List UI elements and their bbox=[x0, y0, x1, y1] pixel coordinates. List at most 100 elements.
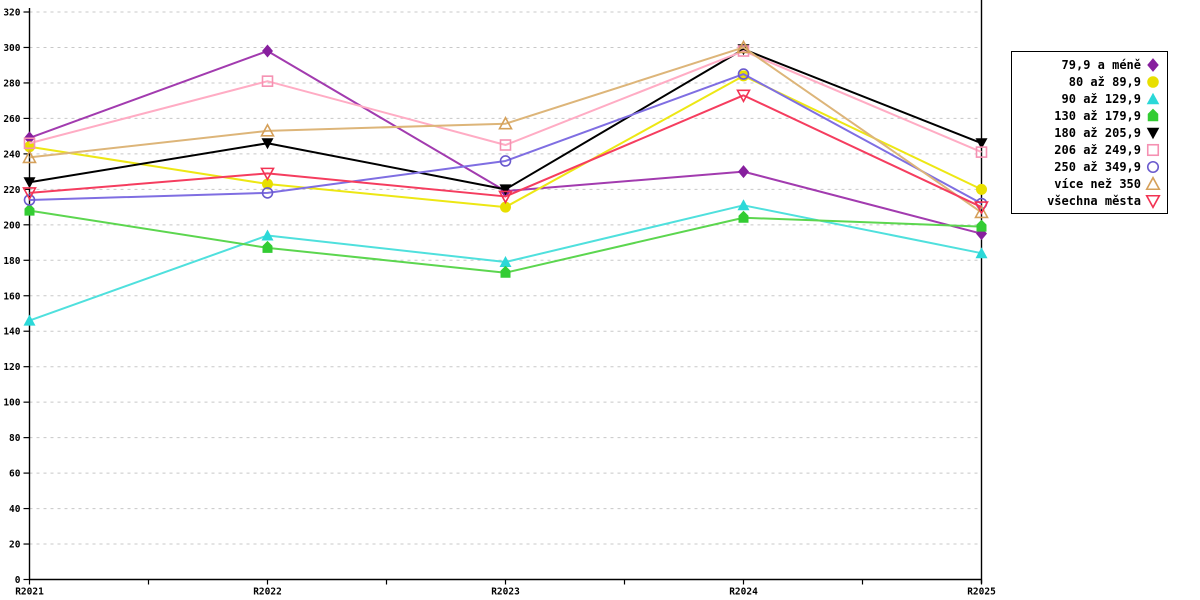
series-6 bbox=[23, 68, 988, 210]
legend-item: 180 až 205,9 bbox=[1016, 124, 1161, 141]
y-tick-label: 280 bbox=[3, 78, 20, 89]
house-marker bbox=[24, 203, 35, 216]
triangle-up-marker bbox=[737, 199, 750, 211]
legend-marker-triangle-up-open bbox=[1145, 175, 1161, 190]
y-tick-label: 60 bbox=[9, 469, 21, 480]
triangle-up-open-marker bbox=[260, 123, 275, 137]
series-2 bbox=[23, 199, 988, 326]
circle-marker bbox=[500, 201, 511, 213]
y-tick-label: 240 bbox=[3, 149, 20, 160]
y-tick-label: 80 bbox=[9, 433, 21, 444]
triangle-up-marker bbox=[975, 247, 988, 259]
legend-item: 79,9 a méně bbox=[1016, 56, 1161, 73]
legend-marker-triangle-down bbox=[1146, 127, 1160, 139]
legend-item: 80 až 89,9 bbox=[1016, 73, 1161, 90]
circle-marker bbox=[262, 178, 273, 190]
y-tick-label: 300 bbox=[3, 43, 20, 54]
circle-open-marker bbox=[23, 194, 36, 206]
legend-label: 80 až 89,9 bbox=[1068, 74, 1141, 89]
triangle-up-marker bbox=[23, 314, 36, 326]
x-tick-label: R2025 bbox=[967, 587, 996, 598]
legend-item: 206 až 249,9 bbox=[1016, 141, 1161, 158]
y-tick-label: 120 bbox=[3, 362, 20, 373]
series-4 bbox=[23, 44, 988, 196]
y-tick-label: 320 bbox=[3, 8, 20, 19]
y-tick-label: 100 bbox=[3, 398, 20, 409]
triangle-up-marker bbox=[499, 256, 512, 268]
series-8 bbox=[22, 89, 989, 215]
legend-item: 250 až 349,9 bbox=[1016, 158, 1161, 175]
y-tick-label: 0 bbox=[15, 575, 21, 586]
legend-label: 250 až 349,9 bbox=[1054, 159, 1141, 174]
circle-marker bbox=[24, 141, 35, 153]
triangle-down-open-marker bbox=[22, 187, 37, 201]
circle-open-marker bbox=[261, 187, 274, 199]
legend-marker-circle bbox=[1147, 75, 1159, 88]
triangle-down-marker bbox=[499, 184, 512, 196]
triangle-down-open-marker bbox=[736, 89, 751, 104]
legend-marker-house bbox=[1147, 108, 1159, 121]
series-5 bbox=[23, 45, 988, 158]
legend-label: 130 až 179,9 bbox=[1054, 108, 1141, 123]
series-1 bbox=[24, 70, 987, 213]
legend-item: 90 až 129,9 bbox=[1016, 90, 1161, 107]
series-line-7 bbox=[29, 46, 983, 214]
legend-item: všechna města bbox=[1016, 192, 1161, 209]
triangle-up-open-marker bbox=[1145, 175, 1161, 190]
square-open-marker bbox=[261, 75, 274, 87]
legend-label: 90 až 129,9 bbox=[1061, 91, 1141, 106]
x-tick-label: R2021 bbox=[15, 587, 44, 598]
circle-marker bbox=[1147, 75, 1159, 88]
square-open-marker bbox=[23, 137, 36, 150]
triangle-down-open-marker bbox=[974, 201, 989, 215]
triangle-down-marker bbox=[261, 138, 274, 150]
house-marker bbox=[500, 265, 511, 278]
y-tick-label: 40 bbox=[9, 504, 21, 515]
triangle-down-marker bbox=[23, 177, 36, 189]
triangle-up-marker bbox=[1146, 92, 1160, 104]
house-marker bbox=[976, 219, 987, 232]
house-marker bbox=[262, 240, 273, 253]
triangle-down-open-marker bbox=[260, 167, 275, 182]
house-marker bbox=[738, 210, 749, 223]
triangle-down-open-marker bbox=[1145, 194, 1161, 209]
x-tick-label: R2024 bbox=[729, 587, 758, 598]
triangle-up-open-marker bbox=[974, 204, 989, 219]
triangle-up-marker bbox=[261, 229, 274, 241]
y-tick-label: 180 bbox=[3, 256, 20, 267]
triangle-up-open-marker bbox=[736, 39, 751, 54]
circle-marker bbox=[976, 183, 987, 195]
square-open-marker bbox=[499, 139, 512, 151]
y-tick-label: 220 bbox=[3, 185, 20, 196]
triangle-down-open-marker bbox=[498, 190, 513, 205]
y-tick-label: 20 bbox=[9, 540, 21, 551]
circle-open-marker bbox=[1146, 160, 1160, 173]
series-line-8 bbox=[29, 94, 982, 208]
y-tick-label: 260 bbox=[3, 114, 20, 125]
square-open-marker bbox=[1146, 143, 1160, 156]
series-line-5 bbox=[29, 50, 982, 154]
legend-label: všechna města bbox=[1047, 193, 1141, 208]
legend-marker-triangle-down-open bbox=[1145, 194, 1161, 209]
y-tick-label: 200 bbox=[3, 220, 20, 231]
legend-label: 180 až 205,9 bbox=[1054, 125, 1141, 140]
series-7 bbox=[22, 39, 989, 219]
legend-marker-circle-open bbox=[1146, 160, 1160, 173]
legend-marker-square-open bbox=[1146, 143, 1160, 156]
series-line-6 bbox=[29, 73, 982, 205]
series-3 bbox=[24, 203, 987, 278]
x-tick-label: R2023 bbox=[491, 587, 520, 598]
legend-label: 79,9 a méně bbox=[1061, 57, 1141, 72]
house-marker bbox=[1147, 108, 1159, 121]
legend-item: více než 350 bbox=[1016, 175, 1161, 192]
circle-open-marker bbox=[737, 68, 750, 80]
triangle-down-marker bbox=[975, 138, 988, 150]
square-open-marker bbox=[975, 146, 988, 158]
legend-label: 206 až 249,9 bbox=[1054, 142, 1141, 157]
triangle-up-open-marker bbox=[498, 116, 513, 130]
legend: 79,9 a méně 80 až 89,9 90 až 129,9 130 až 1… bbox=[1011, 51, 1168, 214]
triangle-up-open-marker bbox=[22, 149, 37, 164]
diamond-marker bbox=[262, 44, 273, 58]
x-tick-label: R2022 bbox=[253, 587, 282, 598]
